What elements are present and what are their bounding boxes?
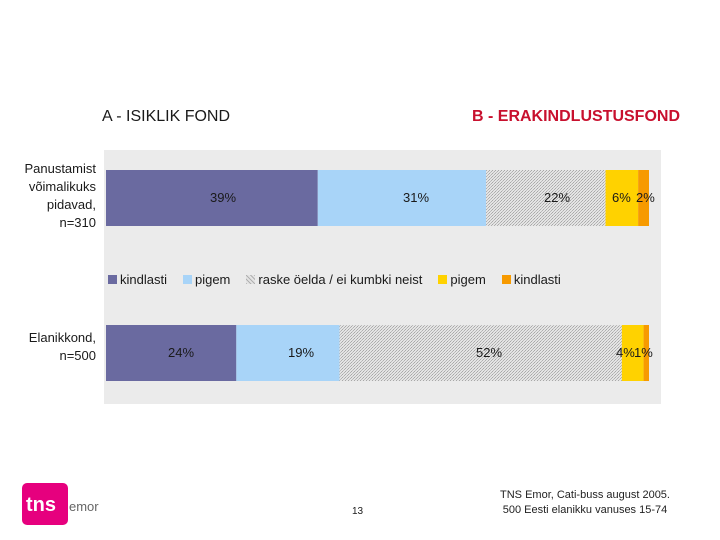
legend-item-4: kindlasti xyxy=(501,271,561,287)
category-label-panustamist: Panustamist võimalikuks pidavad, n=310 xyxy=(24,161,96,230)
data-label-row0-series0: 39% xyxy=(210,190,236,205)
legend-item-2: raske öelda / ei kumbki neist xyxy=(246,272,422,287)
data-label-row1-series1: 19% xyxy=(288,345,314,360)
legend-item-1: pigem xyxy=(182,271,231,287)
legend-swatch-4 xyxy=(501,274,511,284)
source-line-2: 500 Eesti elanikku vanuses 15-74 xyxy=(502,504,668,516)
bar-segment-row0-series2 xyxy=(486,170,606,226)
bar-segment-row1-series1 xyxy=(236,325,340,381)
data-label-row1-series3: 4% xyxy=(616,345,635,360)
legend-item-3: pigem xyxy=(438,271,486,287)
legend-swatch-1 xyxy=(182,274,192,284)
data-label-row1-series4: 1% xyxy=(634,345,653,360)
source-note: TNS Emor, Cati-buss august 2005. 500 Ees… xyxy=(470,488,700,518)
bar-segment-row0-series1 xyxy=(317,170,487,226)
source-line-1: TNS Emor, Cati-buss august 2005. xyxy=(500,489,670,501)
legend-label-1: pigem xyxy=(194,271,231,287)
legend-label-2: raske öelda / ei kumbki neist xyxy=(258,271,423,287)
data-label-row0-series1: 31% xyxy=(403,190,429,205)
category-label-elanikkond: Elanikkond, n=500 xyxy=(28,330,96,363)
legend-swatch-3 xyxy=(438,274,448,284)
legend-item-0: kindlasti xyxy=(108,272,167,287)
page-number: 13 xyxy=(352,506,364,517)
chart-svg: 39% 31% 22% 6% 2% 24% 19% 52% 4% 1% xyxy=(104,150,661,404)
legend-swatch-2 xyxy=(246,274,256,284)
bar-segment-row0-series4 xyxy=(638,170,649,226)
legend-label-4: kindlasti xyxy=(513,271,561,287)
bar-segment-row0-series3 xyxy=(605,170,639,226)
data-label-row0-series2: 22% xyxy=(544,190,570,205)
bar-segment-row1-series2 xyxy=(339,325,622,381)
bar-segment-row0-series0 xyxy=(106,170,318,226)
data-label-row0-series3: 6% xyxy=(612,190,631,205)
header-a-isiklik-fond: A - ISIKLIK FOND xyxy=(102,108,231,125)
logo-text-main: tns xyxy=(26,494,56,516)
legend-label-0: kindlasti xyxy=(120,271,167,287)
legend-label-3: pigem xyxy=(450,271,486,287)
chart-legend: kindlasti pigem raske öelda / ei kumbki ne… xyxy=(108,269,658,289)
tns-emor-logo: tns emor xyxy=(22,483,102,525)
data-label-row1-series2: 52% xyxy=(476,345,502,360)
legend-swatch-0 xyxy=(108,274,117,284)
header-b-erakindlustusfond: B - ERAKINDLUSTUSFOND xyxy=(472,108,680,125)
stacked-bar-chart: 39% 31% 22% 6% 2% 24% 19% 52% 4% 1% xyxy=(104,150,661,404)
logo-text-sub: emor xyxy=(69,499,99,514)
data-label-row0-series4: 2% xyxy=(636,190,655,205)
data-label-row1-series0: 24% xyxy=(168,345,194,360)
bar-segment-row1-series0 xyxy=(106,325,237,381)
bar-segment-row1-series3 xyxy=(621,325,644,381)
bar-segment-row1-series4 xyxy=(643,325,649,381)
